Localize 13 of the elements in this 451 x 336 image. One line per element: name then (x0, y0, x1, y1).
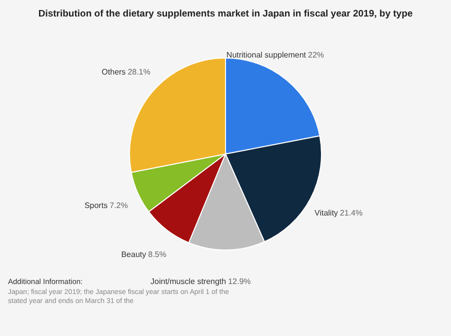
slice-label: Joint/muscle strength (150, 276, 226, 286)
data-label: 28.1% (128, 68, 150, 77)
data-label: 8.5% (148, 250, 166, 260)
slice-label: Others (102, 68, 126, 77)
slice-label: Sports (84, 201, 108, 210)
slice-label: Nutritional supplement (226, 50, 307, 60)
slice-label: Beauty (121, 250, 146, 260)
chart-title: Distribution of the dietary supplements market in Japan in fiscal year 2019, by type (38, 8, 413, 20)
slice-label: Vitality (314, 208, 338, 218)
data-label: 22% (308, 50, 324, 60)
data-label: 12.9% (228, 276, 251, 286)
data-label: 21.4% (340, 208, 363, 218)
data-label: 7.2% (110, 201, 128, 210)
